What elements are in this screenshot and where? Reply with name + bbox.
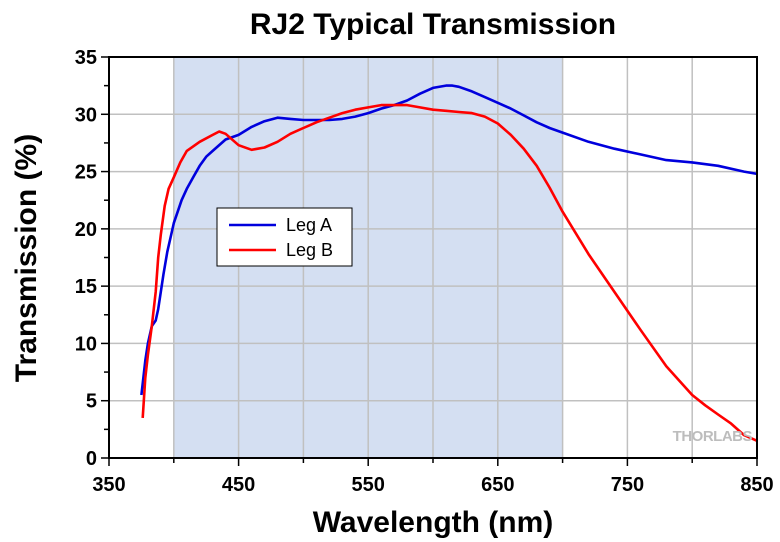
y-tick-label: 5 [86,391,97,413]
x-tick-label: 650 [481,474,514,496]
y-tick-labels: 0 5 10 15 20 25 30 35 [75,47,97,470]
legend: Leg A Leg B [216,207,353,267]
x-tick-label: 750 [611,474,644,496]
legend-label-leg-a: Leg A [286,215,332,235]
y-tick-label: 10 [75,333,97,355]
y-tick-label: 20 [75,219,97,241]
thorlabs-watermark: THORLABS [673,428,753,445]
y-tick-label: 30 [75,104,97,126]
x-axis-label: Wavelength (nm) [313,506,554,539]
chart-title: RJ2 Typical Transmission [250,8,616,41]
plot-frame [108,56,758,459]
series-lines [140,84,758,442]
x-tick-label: 850 [740,474,773,496]
y-tick-label: 25 [75,162,97,184]
legend-box [216,207,353,267]
x-tick-label: 550 [352,474,385,496]
legend-label-leg-b: Leg B [286,240,333,260]
y-axis-label: Transmission (%) [10,134,43,382]
y-tick-label: 0 [86,448,97,470]
series-line-leg-b [141,103,758,442]
y-tick-label: 35 [75,47,97,69]
x-tick-label: 450 [222,474,255,496]
x-tick-label: 350 [92,474,125,496]
y-tick-label: 15 [75,276,97,298]
series-line-leg-a [140,84,758,396]
x-tick-labels: 350 450 550 650 750 850 [92,474,773,496]
